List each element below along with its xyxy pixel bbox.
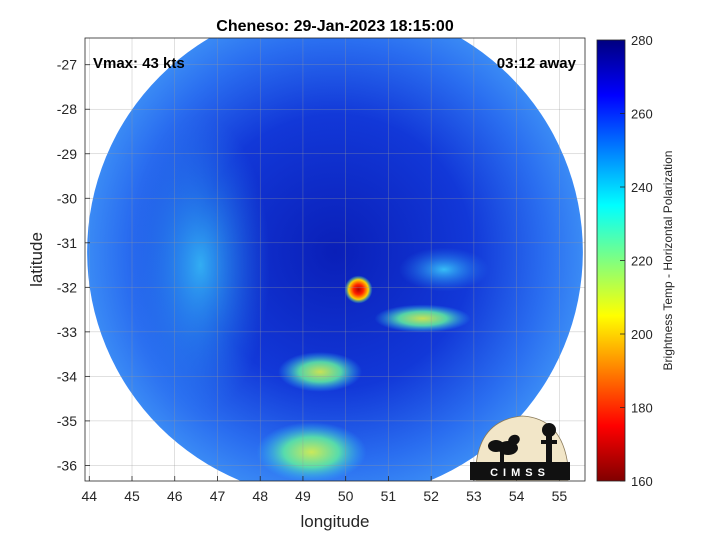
x-axis-ticks: 44 45 46 47 48 49 50 51 52 53 54 55 bbox=[81, 488, 567, 504]
y-tick-label: -34 bbox=[57, 368, 77, 384]
y-tick-label: -35 bbox=[57, 413, 77, 429]
x-tick-label: 53 bbox=[466, 488, 482, 504]
x-tick-label: 47 bbox=[210, 488, 226, 504]
y-tick-label: -27 bbox=[57, 57, 77, 73]
outer-band bbox=[398, 247, 489, 292]
colorbar-tick-label: 220 bbox=[631, 254, 653, 269]
y-tick-label: -30 bbox=[57, 190, 77, 206]
colorbar-ticks: 280 260 240 220 200 180 160 bbox=[620, 33, 653, 489]
grid bbox=[85, 38, 585, 481]
x-tick-label: 52 bbox=[423, 488, 439, 504]
y-axis-label: latitude bbox=[27, 232, 46, 287]
rain-band bbox=[278, 351, 363, 392]
plot-frame bbox=[84, 37, 586, 482]
colorbar-tick-label: 260 bbox=[631, 107, 653, 122]
colorbar-tick-label: 180 bbox=[631, 401, 653, 416]
y-axis-ticks: -27 -28 -29 -30 -31 -32 -33 -34 -35 -36 bbox=[57, 57, 77, 474]
y-tick-label: -28 bbox=[57, 101, 77, 117]
colorbar-tick-label: 160 bbox=[631, 474, 653, 489]
x-tick-label: 51 bbox=[381, 488, 397, 504]
storm-eye bbox=[344, 275, 373, 304]
x-tick-label: 49 bbox=[295, 488, 311, 504]
y-tick-label: -32 bbox=[57, 279, 77, 295]
rain-band bbox=[256, 422, 367, 481]
x-tick-label: 55 bbox=[552, 488, 568, 504]
x-tick-label: 44 bbox=[81, 488, 97, 504]
colorbar-tick-label: 200 bbox=[631, 327, 653, 342]
y-tick-label: -36 bbox=[57, 457, 77, 473]
x-tick-label: 46 bbox=[167, 488, 183, 504]
chart-title: Cheneso: 29-Jan-2023 18:15:00 bbox=[216, 18, 454, 35]
x-axis-label: longitude bbox=[300, 512, 369, 531]
logo-text: CIMSS bbox=[490, 467, 550, 479]
x-tick-label: 48 bbox=[252, 488, 268, 504]
colorbar-tick-label: 240 bbox=[631, 180, 653, 195]
x-tick-label: 54 bbox=[509, 488, 525, 504]
y-tick-label: -31 bbox=[57, 235, 77, 251]
x-tick-label: 45 bbox=[124, 488, 140, 504]
vmax-annotation: Vmax: 43 kts bbox=[93, 55, 185, 72]
y-tick-label: -29 bbox=[57, 146, 77, 162]
colorbar-tick-label: 280 bbox=[631, 33, 653, 48]
outer-band bbox=[130, 115, 271, 416]
swath-image bbox=[87, 38, 583, 481]
cimss-logo: CIMSS bbox=[470, 415, 570, 481]
x-tick-label: 50 bbox=[338, 488, 354, 504]
rain-band bbox=[374, 304, 471, 333]
y-tick-label: -33 bbox=[57, 324, 77, 340]
colorbar-label: Brightness Temp - Horizontal Polarizatio… bbox=[661, 151, 675, 371]
time-away-annotation: 03:12 away bbox=[497, 55, 577, 72]
